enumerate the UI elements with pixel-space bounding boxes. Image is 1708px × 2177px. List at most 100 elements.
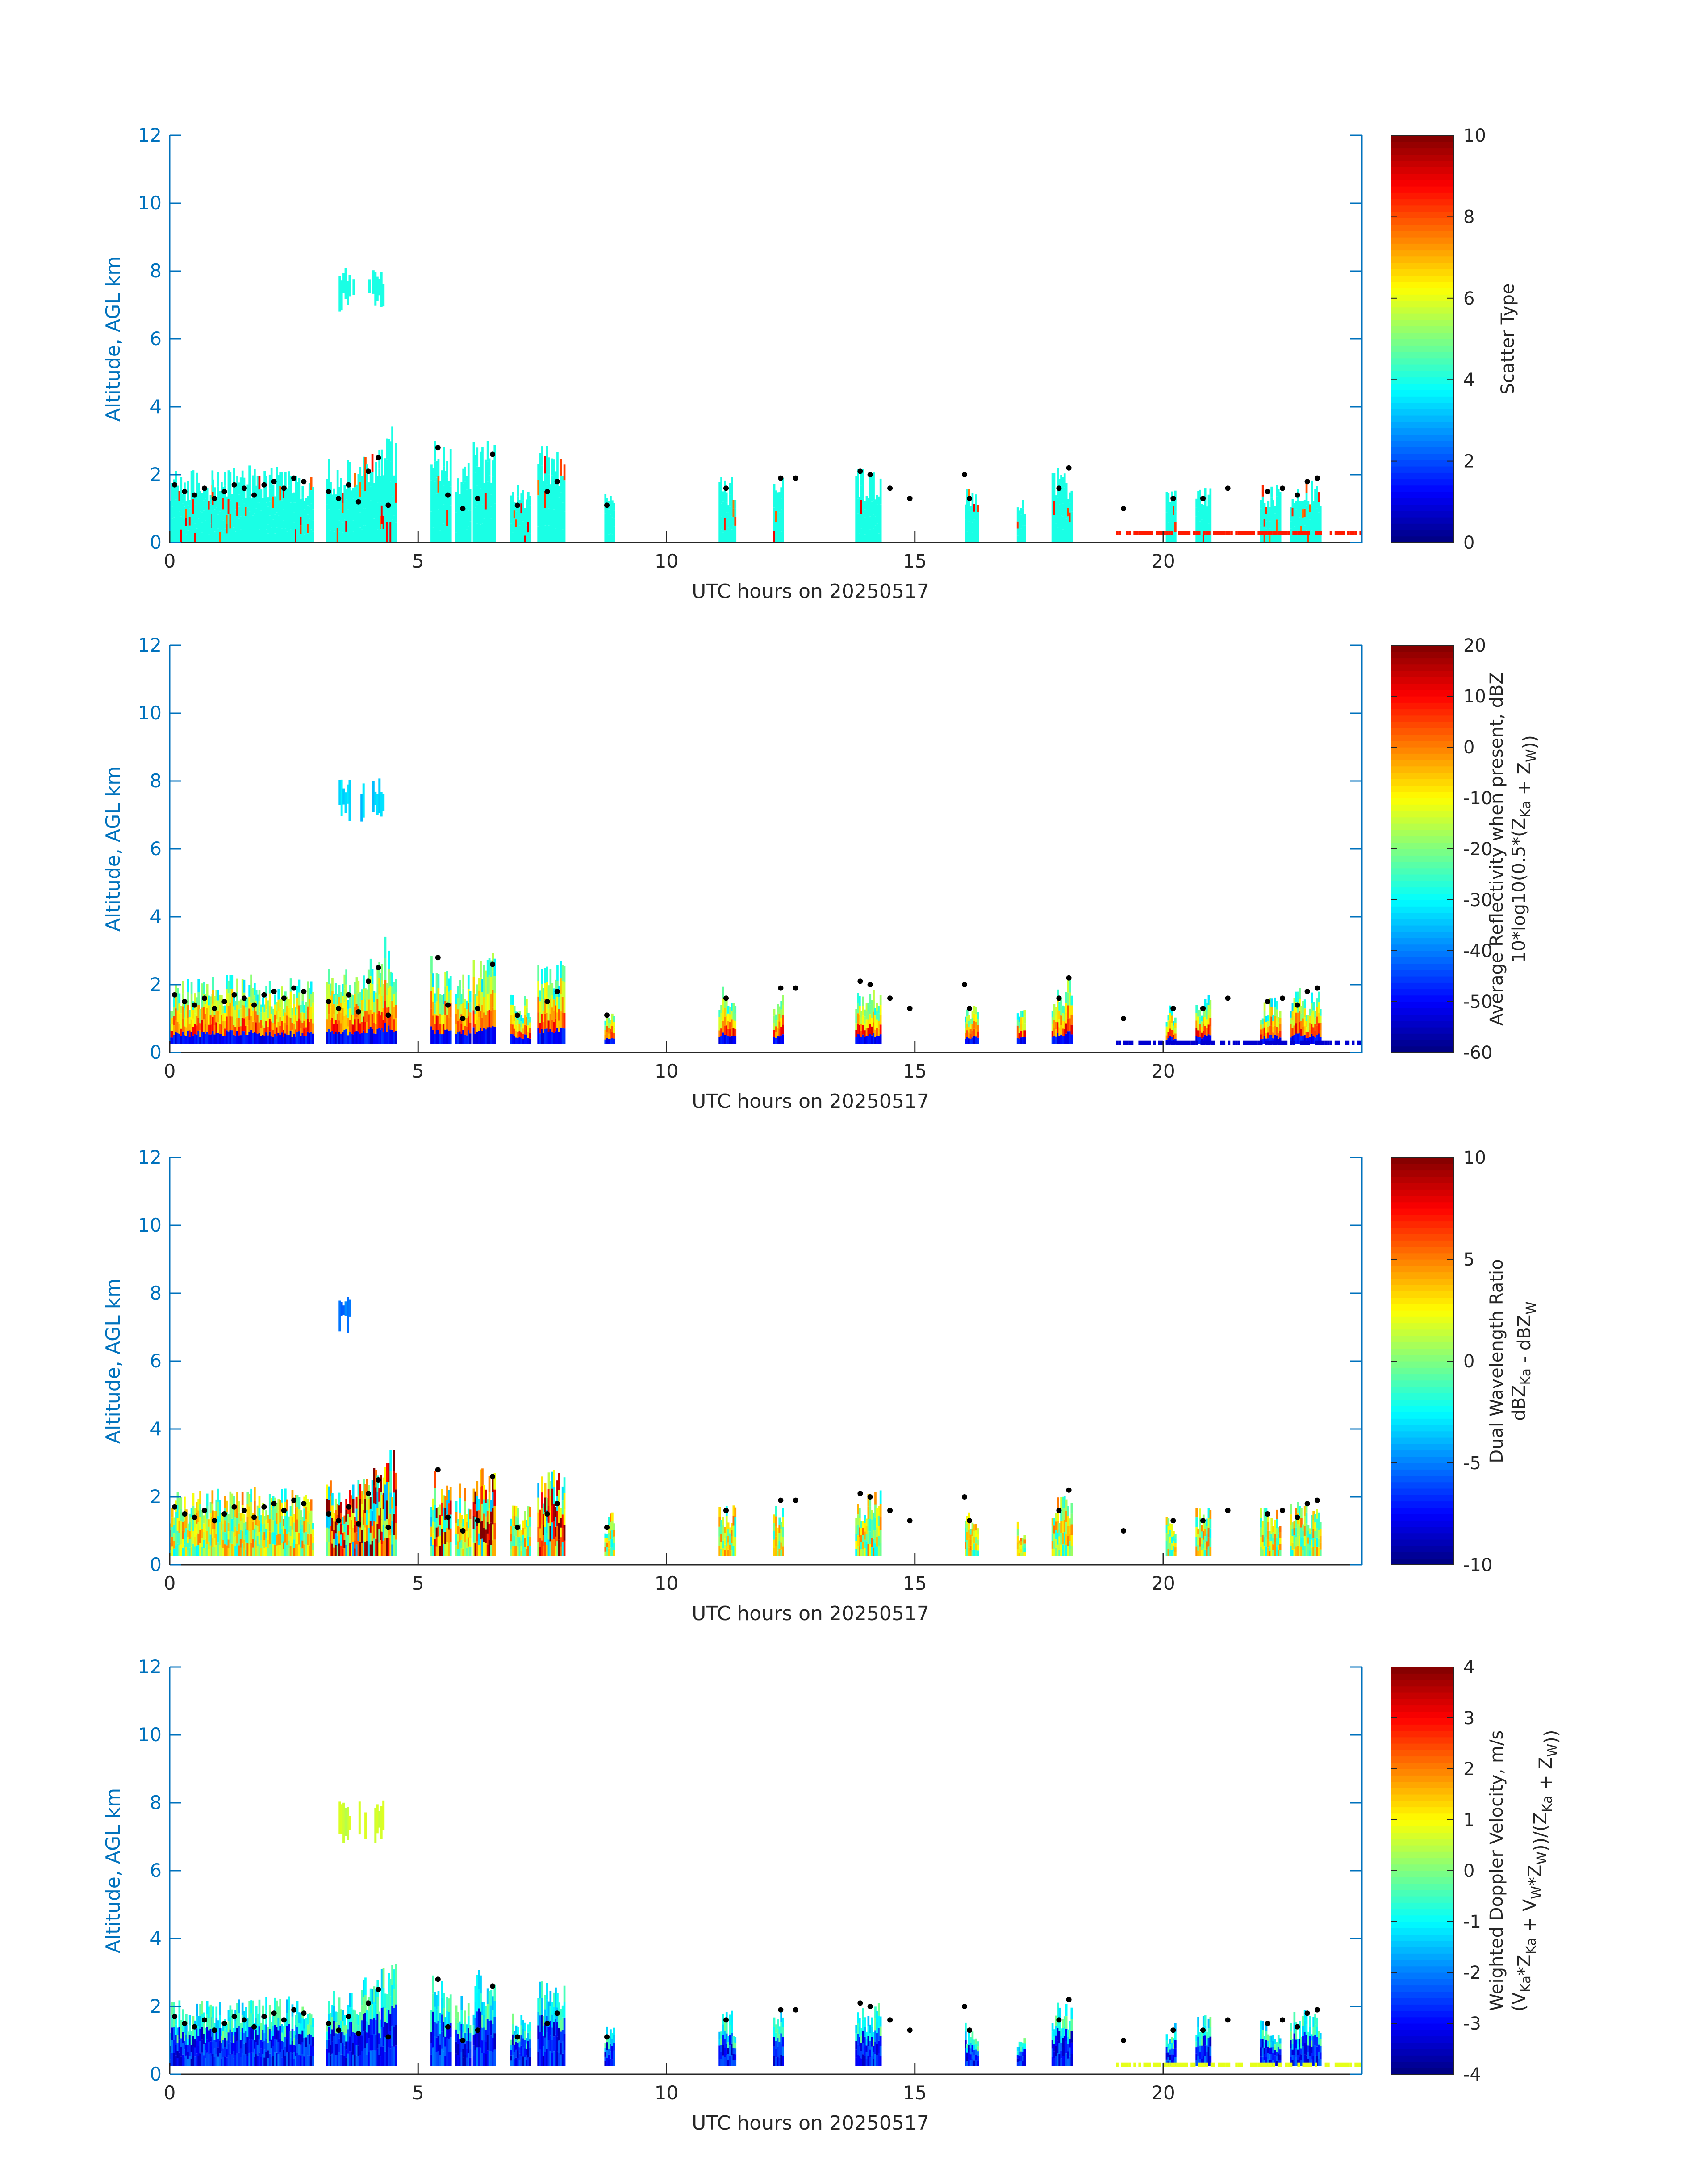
cloud-strip [446,986,448,1001]
cloud-strip [860,514,863,529]
cloud-strip [354,982,356,994]
cloud-strip [184,531,186,543]
cloud-strip [977,535,979,543]
cloud-strip [729,1527,731,1534]
surface-clutter [1329,531,1332,535]
cloud-strip [977,527,979,535]
cloud-strip [354,529,356,543]
cloud-strip [966,1030,969,1037]
cloud-strip [555,1517,557,1527]
cloud-strip [555,1507,557,1517]
cloud-strip [233,1034,235,1044]
cloud-strip [395,1489,397,1506]
cloud-strip [227,1031,230,1044]
cloud-strip [1173,1025,1175,1030]
cloud-strip [286,1499,288,1511]
cloud-base-point [182,999,188,1004]
cloud-strip [274,1004,276,1015]
cloud-strip [345,969,347,985]
cloud-strip [1279,1538,1282,1544]
cloud-strip [1057,527,1059,543]
cloud-strip [206,1020,209,1032]
cloud-strip [173,1025,175,1035]
cloud-strip [340,1502,342,1513]
cloud-strip [393,529,395,543]
cloud-strip [1209,510,1212,521]
cloud-strip [1295,1527,1298,1538]
cloud-strip [262,1016,264,1026]
elevated-strip [347,1297,349,1333]
cloud-strip [466,1000,468,1010]
cloud-strip [1206,1027,1208,1036]
surface-clutter [1255,1040,1258,1045]
cloud-strip [441,528,443,543]
cloud-strip [1316,520,1318,531]
cloud-strip [382,502,385,516]
cloud-strip [1263,503,1266,511]
cloud-strip [1263,1027,1266,1036]
cloud-strip [466,489,468,503]
cloud-strip [563,1508,566,1525]
cloud-strip [1069,1005,1071,1019]
cloud-strip [1207,1015,1210,1025]
cloud-strip [480,1504,482,1522]
cloud-strip [490,977,493,994]
cloud-strip [293,1014,296,1024]
cloud-strip [192,485,195,499]
cloud-strip [1311,518,1313,531]
cloud-strip [1063,1036,1066,1044]
cloud-strip [361,1000,363,1011]
cloud-strip [492,1524,494,1541]
cloud-strip [1318,512,1320,522]
cloud-strip [326,479,329,492]
cloud-strip [483,1028,485,1044]
cloud-strip [517,1517,519,1527]
cloud-strip [780,509,782,521]
cloud-strip [478,467,480,482]
cloud-strip [778,1525,781,1534]
cloud-strip [865,496,868,505]
cloud-strip [613,503,615,511]
cloud-strip [176,508,179,520]
cloud-strip [1201,1021,1203,1027]
cloud-strip [441,1034,443,1044]
surface-clutter [1183,531,1186,535]
cloud-strip [1070,1524,1073,1535]
cloud-strip [1020,522,1023,529]
cloud-strip [780,1542,782,1550]
cloud-strip [462,483,464,498]
cloud-strip [224,1021,226,1029]
cloud-strip [560,526,562,543]
cloud-strip [1299,1546,1301,1556]
cloud-strip [330,1032,332,1044]
colorbar-tick-label: 2 [1463,451,1474,472]
surface-clutter [1352,531,1355,535]
cloud-strip [517,1537,519,1547]
cloud-strip [555,500,557,514]
cloud-strip [213,509,216,521]
colorbar-segment [1391,243,1453,251]
cloud-strip [1173,1035,1175,1040]
cloud-strip [224,1005,226,1013]
cloud-base-point [475,496,480,501]
cloud-strip [224,1496,226,1508]
cloud-strip [380,1507,383,1520]
cloud-strip [522,490,524,501]
cloud-strip [859,1006,861,1015]
cloud-strip [1312,518,1315,526]
cloud-strip [1295,1023,1298,1034]
cloud-strip [340,517,342,530]
cloud-strip [1270,1035,1273,1044]
cloud-strip [173,997,175,1007]
cloud-strip [288,528,290,543]
cloud-strip [1274,1035,1276,1044]
cloud-strip [731,1550,733,1556]
cloud-strip [386,522,388,543]
cloud-strip [968,1027,970,1033]
cloud-strip [1058,1543,1061,1550]
surface-clutter [1265,1040,1268,1045]
cloud-strip [546,465,548,485]
cloud-strip [610,1024,612,1029]
cloud-strip [977,1550,979,1556]
